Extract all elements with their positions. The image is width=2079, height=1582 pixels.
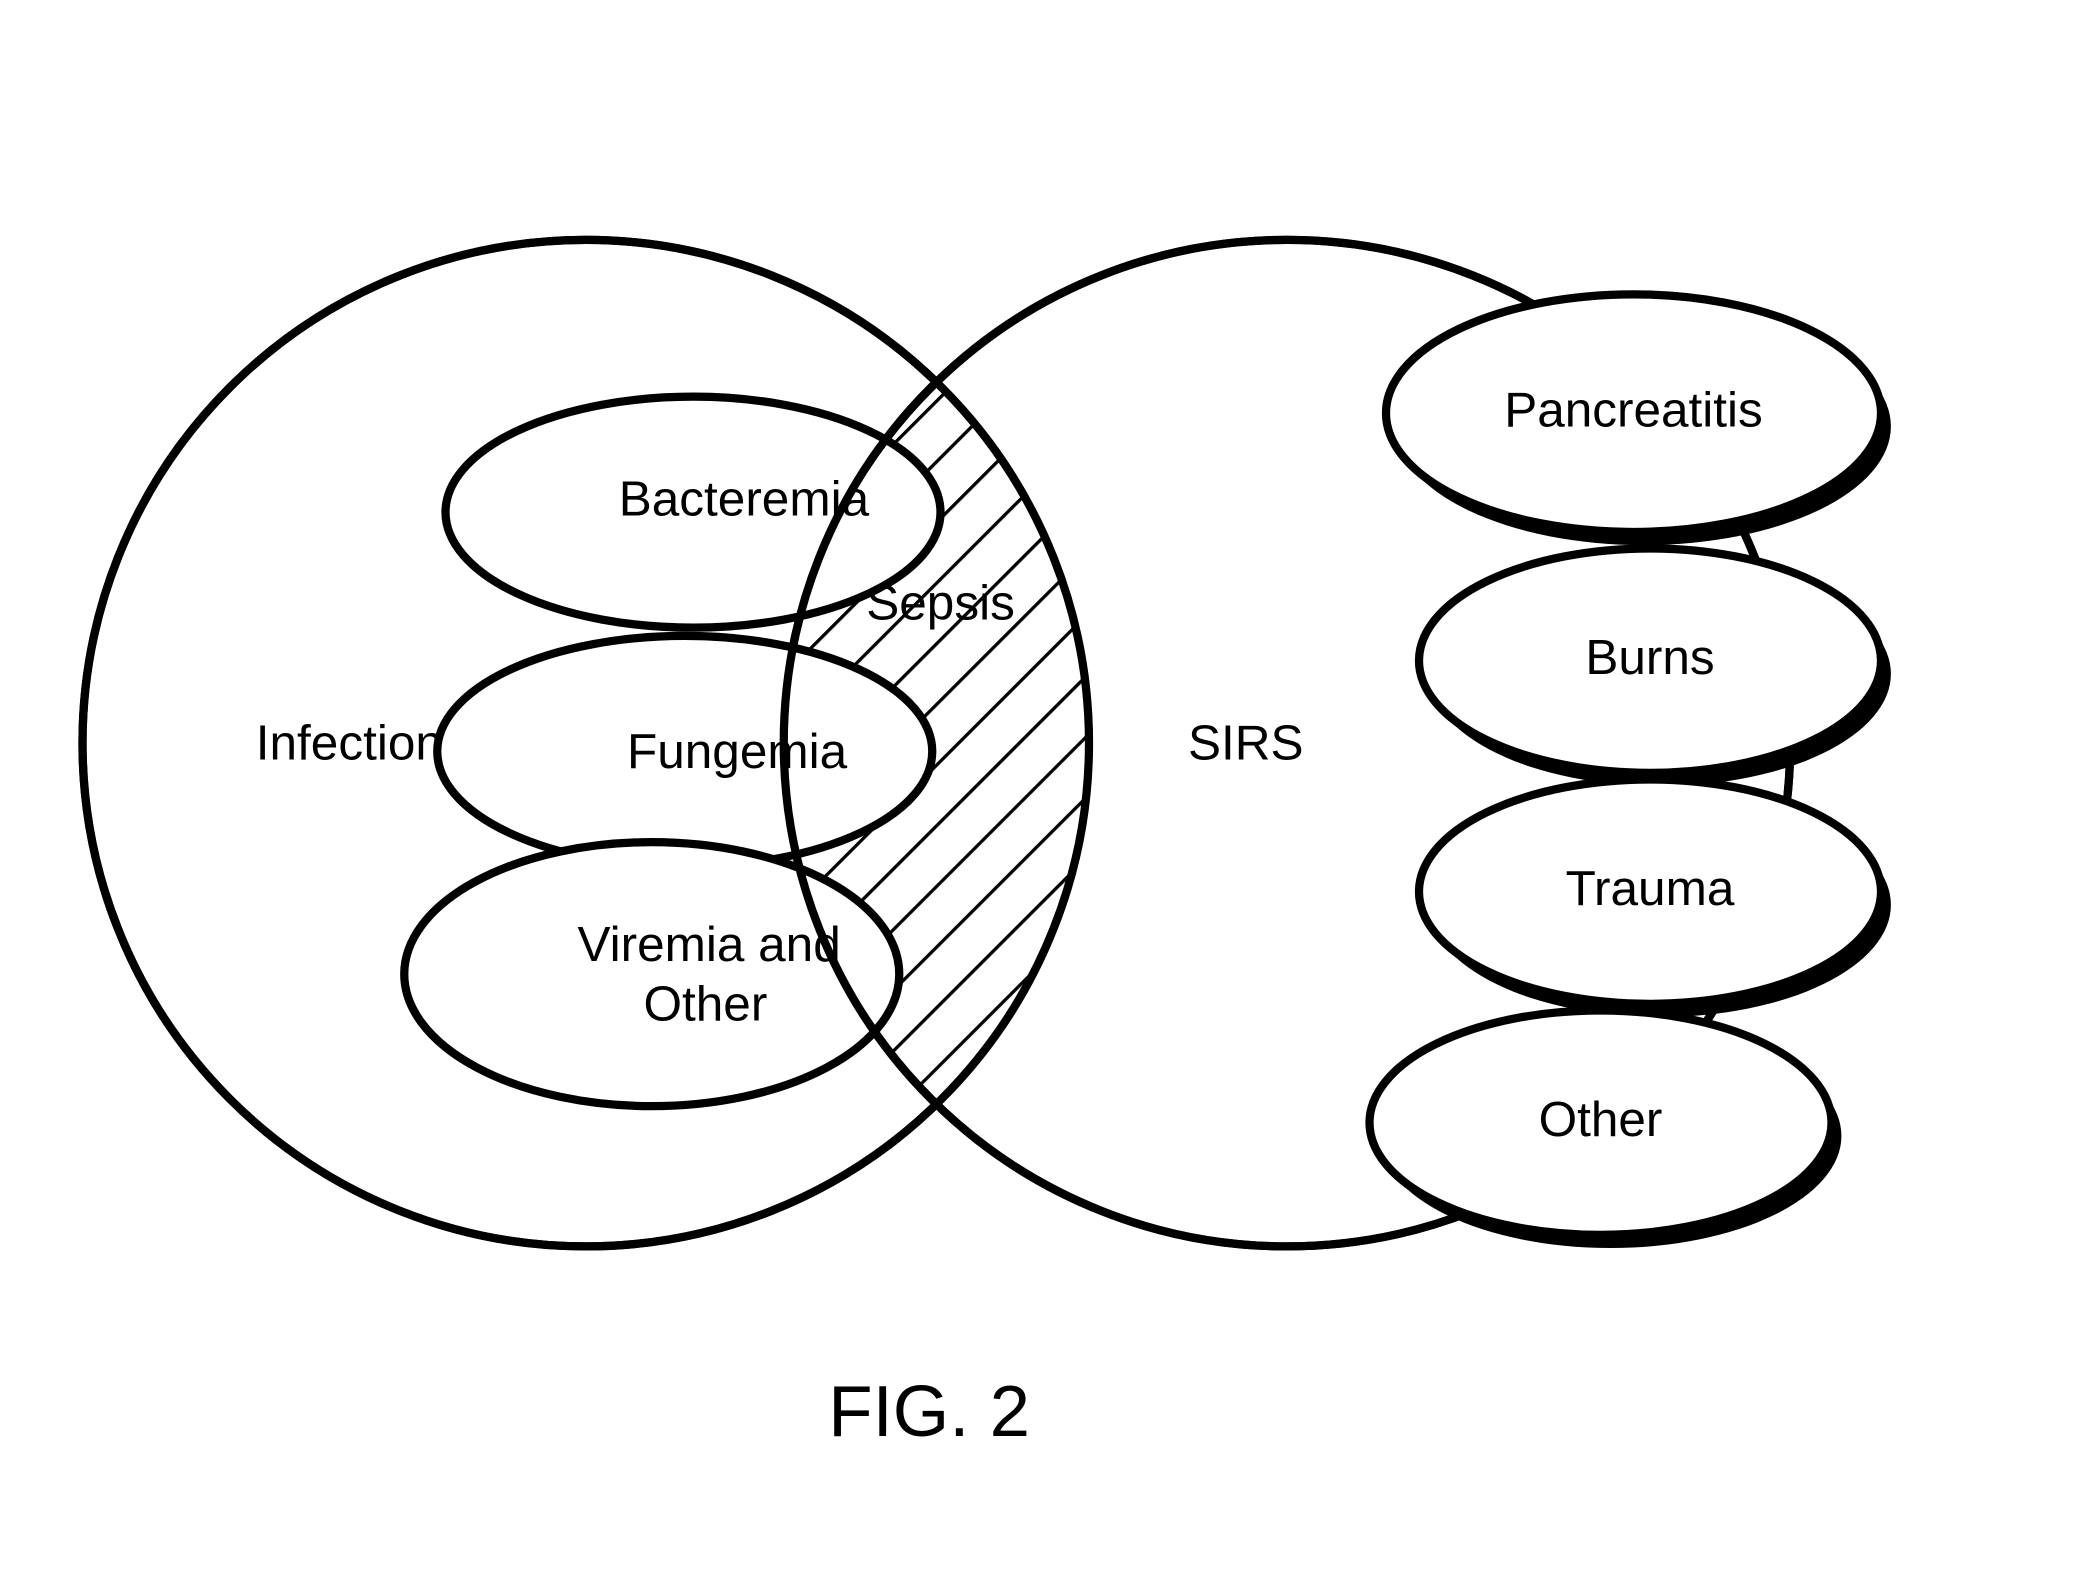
viremia-ellipse (404, 842, 899, 1106)
sirs-label: SIRS (1188, 716, 1304, 771)
burns-label: Burns (1585, 630, 1714, 685)
pancreatitis-label: Pancreatitis (1504, 382, 1763, 437)
viremia-label-2: Other (644, 976, 768, 1031)
viremia-label: Viremia and (578, 917, 841, 972)
infection-label: Infection (256, 716, 443, 771)
bacteremia-label: Bacteremia (619, 471, 870, 526)
sepsis-label: Sepsis (866, 575, 1015, 630)
venn-diagram: Infection SIRS Sepsis Bacteremia Fungemia Vir… (0, 0, 2079, 1582)
figure-caption: FIG. 2 (828, 1371, 1030, 1452)
trauma-label: Trauma (1566, 861, 1735, 916)
fungemia-label: Fungemia (627, 724, 848, 779)
other-label: Other (1539, 1092, 1663, 1147)
